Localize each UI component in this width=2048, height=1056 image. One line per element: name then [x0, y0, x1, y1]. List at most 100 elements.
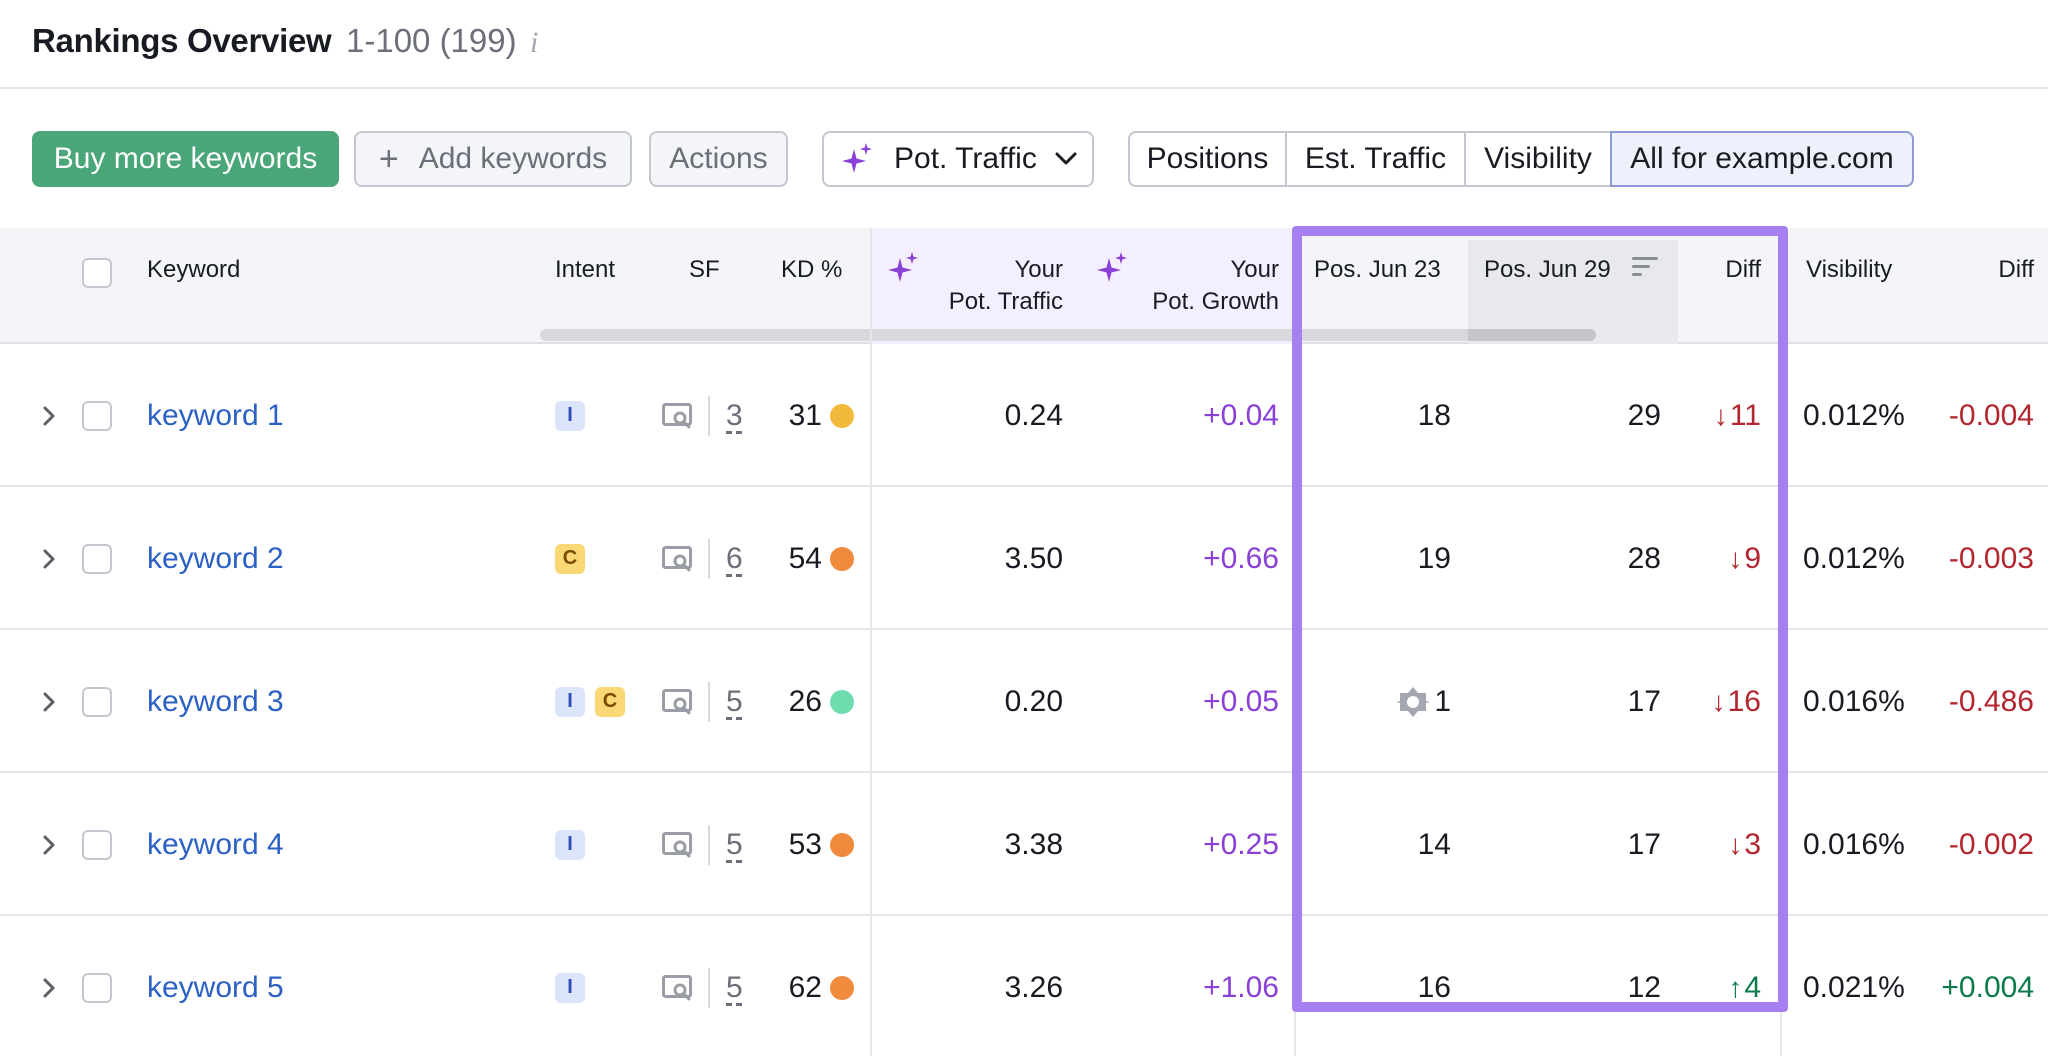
intent-badge-informational[interactable]: I [555, 686, 585, 717]
sf-separator [708, 824, 710, 865]
visibility-value: 0.012% [1803, 541, 1905, 575]
page-title: Rankings Overview [32, 22, 332, 59]
sparkle-icon [1097, 252, 1127, 282]
kd-value: 31 [788, 398, 822, 432]
intent-badge-informational[interactable]: I [555, 829, 585, 860]
tab-est-traffic[interactable]: Est. Traffic [1285, 131, 1466, 187]
keyword-link[interactable]: keyword 5 [147, 970, 284, 1004]
pos-diff-value: 16 [1727, 684, 1761, 718]
kd-value: 26 [788, 684, 822, 718]
intent-badge-commercial[interactable]: C [555, 543, 585, 574]
keyword-link[interactable]: keyword 1 [147, 398, 284, 432]
tab-all-for-domain[interactable]: All for example.com [1610, 131, 1914, 187]
kd-difficulty-dot [830, 689, 854, 714]
kd-value: 62 [788, 970, 822, 1004]
sf-count[interactable]: 3 [726, 398, 743, 432]
pot-traffic-dropdown[interactable]: Pot. Traffic [822, 131, 1094, 187]
add-keywords-button[interactable]: + Add keywords [354, 131, 632, 187]
diff-arrow-icon: ↓ [1728, 828, 1743, 860]
keyword-link[interactable]: keyword 3 [147, 684, 284, 718]
intent-badge-informational[interactable]: I [555, 400, 585, 431]
expand-row-icon[interactable] [42, 834, 56, 856]
result-range: 1-100 (199) [346, 22, 517, 59]
row-checkbox[interactable] [82, 972, 112, 1003]
col-kd[interactable]: KD % [781, 256, 843, 283]
serp-features-icon [662, 831, 692, 857]
pot-traffic-label: Pot. Traffic [894, 142, 1037, 175]
row-checkbox[interactable] [82, 400, 112, 431]
col-intent[interactable]: Intent [555, 256, 616, 283]
buy-more-keywords-button[interactable]: Buy more keywords [32, 131, 339, 187]
diff-arrow-icon: ↓ [1711, 685, 1726, 717]
pot-growth-value: +0.05 [1203, 684, 1279, 718]
intent-badge-commercial[interactable]: C [595, 686, 625, 717]
expand-row-icon[interactable] [42, 691, 56, 713]
sf-separator [708, 967, 710, 1008]
table-row: keyword 4 I 5 53 3.38 +0.25 14 17 ↓ 3 0.016% -0.002 [0, 773, 2048, 916]
visibility-value: 0.021% [1803, 970, 1905, 1004]
kd-difficulty-dot [830, 832, 854, 857]
sf-count[interactable]: 6 [726, 541, 743, 575]
col-visibility-diff[interactable]: Diff [1998, 256, 2034, 283]
col-pos-jun29[interactable]: Pos. Jun 29 [1484, 256, 1611, 283]
horizontal-scrollbar[interactable] [540, 329, 1596, 341]
serp-features-icon [662, 402, 692, 428]
pos-jun29-value: 28 [1627, 541, 1661, 575]
visibility-diff-value: +0.004 [1941, 970, 2034, 1004]
sf-separator [708, 395, 710, 436]
visibility-diff-value: -0.003 [1948, 541, 2034, 575]
actions-button[interactable]: Actions [649, 131, 788, 187]
pot-growth-value: +0.66 [1203, 541, 1279, 575]
sf-count[interactable]: 5 [726, 970, 743, 1004]
visibility-value: 0.016% [1803, 827, 1905, 861]
sf-count[interactable]: 5 [726, 827, 743, 861]
pot-traffic-value: 3.26 [1004, 970, 1063, 1004]
scrollbar-thumb[interactable] [1468, 329, 1596, 341]
diff-arrow-icon: ↑ [1728, 971, 1743, 1003]
col-visibility[interactable]: Visibility [1806, 256, 1893, 283]
visibility-diff-value: -0.486 [1948, 684, 2034, 718]
pos-diff-value: 4 [1744, 970, 1761, 1004]
col-pot-growth-line1[interactable]: Your [1230, 256, 1280, 283]
sparkle-icon [842, 143, 872, 173]
col-pot-traffic-line1[interactable]: Your [1014, 256, 1064, 283]
table-row: keyword 5 I 5 62 3.26 +1.06 16 12 ↑ 4 0.021% +0.004 [0, 916, 2048, 1056]
intent-badge-informational[interactable]: I [555, 972, 585, 1003]
chevron-down-icon [1055, 152, 1077, 165]
tab-positions[interactable]: Positions [1128, 131, 1287, 187]
sf-separator [708, 538, 710, 579]
col-sf[interactable]: SF [689, 256, 720, 283]
pos-diff-value: 3 [1744, 827, 1761, 861]
sort-icon[interactable] [1632, 256, 1658, 278]
info-icon[interactable]: i [530, 26, 539, 59]
sf-separator [708, 681, 710, 722]
keyword-link[interactable]: keyword 2 [147, 541, 284, 575]
table-row: keyword 2 C 6 54 3.50 +0.66 19 28 ↓ 9 0.012% -0.003 [0, 487, 2048, 630]
expand-row-icon[interactable] [42, 405, 56, 427]
pos-jun23-value: 16 [1417, 970, 1451, 1004]
visibility-value: 0.012% [1803, 398, 1905, 432]
column-divider [870, 228, 872, 1056]
col-pot-traffic-line2[interactable]: Pot. Traffic [948, 288, 1063, 315]
select-all-checkbox[interactable] [82, 258, 112, 288]
row-checkbox[interactable] [82, 686, 112, 717]
keyword-link[interactable]: keyword 4 [147, 827, 284, 861]
col-pot-growth-line2[interactable]: Pot. Growth [1152, 288, 1279, 315]
pos-jun23-value: 14 [1417, 827, 1451, 861]
tab-visibility[interactable]: Visibility [1464, 131, 1612, 187]
featured-snippet-icon [1396, 686, 1431, 717]
visibility-diff-value: -0.002 [1948, 827, 2034, 861]
pos-jun29-value: 17 [1627, 827, 1661, 861]
col-pos-jun23[interactable]: Pos. Jun 23 [1314, 256, 1441, 283]
expand-row-icon[interactable] [42, 977, 56, 999]
row-checkbox[interactable] [82, 829, 112, 860]
col-diff[interactable]: Diff [1725, 256, 1761, 283]
expand-row-icon[interactable] [42, 548, 56, 570]
col-keyword[interactable]: Keyword [147, 256, 241, 283]
serp-features-icon [662, 545, 692, 571]
kd-difficulty-dot [830, 975, 854, 1000]
sf-count[interactable]: 5 [726, 684, 743, 718]
row-checkbox[interactable] [82, 543, 112, 574]
pot-traffic-value: 0.20 [1004, 684, 1063, 718]
page-header: Rankings Overview 1-100 (199) i [0, 0, 2048, 89]
